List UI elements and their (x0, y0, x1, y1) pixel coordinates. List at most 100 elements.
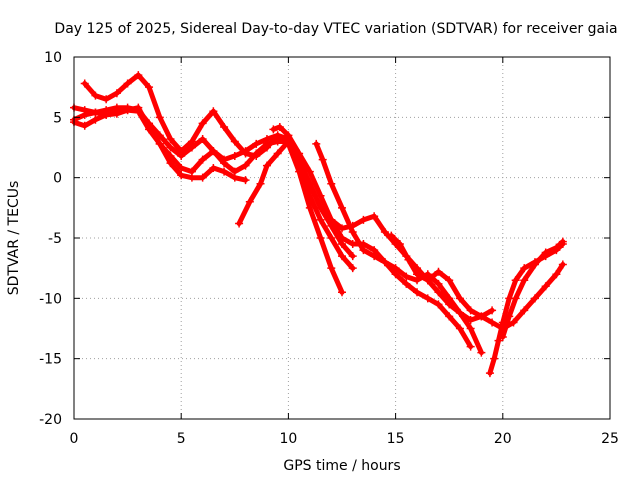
data-point (252, 139, 261, 148)
data-point (177, 164, 186, 173)
data-point (102, 95, 111, 104)
data-point (541, 248, 550, 257)
data-point (177, 171, 186, 180)
data-point (123, 79, 132, 88)
data-point (387, 231, 396, 240)
axis-ticks (73, 56, 611, 420)
data-point (80, 79, 89, 88)
data-point (327, 215, 336, 224)
data-point (434, 267, 443, 276)
data-point (316, 215, 325, 224)
series-track-7 (312, 139, 486, 357)
data-point (91, 91, 100, 100)
x-tick-label: 10 (279, 431, 297, 447)
data-point (230, 151, 239, 160)
data-point (488, 318, 497, 327)
x-tick-label: 20 (494, 431, 512, 447)
data-point (316, 234, 325, 242)
data-point (187, 137, 196, 146)
data-point (509, 318, 518, 327)
data-point (305, 167, 314, 176)
data-point (466, 306, 475, 315)
y-tick-label: -5 (48, 231, 62, 247)
data-point (338, 234, 346, 242)
series-track-3 (80, 71, 346, 297)
data-point (273, 149, 282, 158)
data-point (134, 103, 143, 112)
x-axis-label: GPS time / hours (283, 458, 400, 474)
data-point (134, 71, 143, 80)
data-point (404, 255, 413, 264)
data-point (241, 161, 250, 170)
data-point (348, 264, 357, 273)
y-tick-label: -20 (39, 412, 62, 428)
data-point (338, 252, 346, 261)
data-point (380, 227, 389, 236)
data-point (520, 276, 529, 285)
data-point (348, 240, 357, 249)
data-point (380, 258, 389, 267)
data-point (520, 306, 529, 315)
data-point (541, 282, 550, 291)
data-point (455, 308, 464, 317)
data-point (558, 237, 567, 246)
data-point (155, 113, 164, 122)
data-point (338, 203, 346, 212)
data-point (198, 173, 207, 182)
series-line (388, 233, 566, 331)
data-point (316, 191, 325, 200)
data-point (327, 234, 336, 242)
data-point (295, 149, 304, 158)
series-track-10 (498, 237, 567, 341)
data-point (434, 288, 443, 297)
data-point (112, 89, 121, 98)
data-point (558, 260, 567, 269)
data-point (252, 151, 261, 160)
data-point (235, 219, 244, 228)
series-line (500, 239, 566, 340)
data-point (198, 155, 207, 164)
data-series (70, 71, 567, 378)
data-point (348, 227, 357, 236)
data-point (102, 110, 111, 119)
data-point (511, 276, 520, 285)
data-point (241, 176, 250, 185)
data-point (230, 173, 239, 182)
data-point (490, 354, 499, 363)
data-point (505, 312, 514, 321)
data-point (220, 122, 229, 131)
y-tick-label: -10 (39, 291, 62, 307)
series-track-8 (387, 231, 567, 333)
data-point (177, 147, 186, 156)
chart-title: Day 125 of 2025, Sidereal Day-to-day VTE… (54, 21, 617, 37)
data-point (423, 276, 432, 285)
data-point (166, 143, 175, 152)
data-point (262, 161, 271, 170)
data-point (91, 115, 100, 124)
data-point (552, 243, 561, 252)
y-tick-label: 0 (53, 171, 62, 187)
data-point (241, 149, 250, 158)
data-point (198, 119, 207, 128)
data-point (434, 300, 443, 309)
data-point (256, 179, 265, 188)
data-point (445, 312, 454, 321)
data-point (275, 122, 284, 131)
y-tick-label: -15 (39, 352, 62, 368)
data-point (370, 212, 379, 221)
data-point (166, 159, 175, 168)
data-point (520, 264, 529, 273)
data-point (155, 139, 164, 148)
data-point (445, 294, 454, 303)
data-point (485, 369, 494, 378)
data-point (413, 288, 422, 297)
data-point (145, 83, 154, 92)
data-point (413, 270, 422, 279)
data-point (220, 159, 229, 168)
data-point (209, 107, 218, 116)
data-point (318, 155, 327, 164)
data-point (466, 324, 475, 333)
data-point (273, 131, 282, 140)
y-tick-label: 5 (53, 110, 62, 126)
